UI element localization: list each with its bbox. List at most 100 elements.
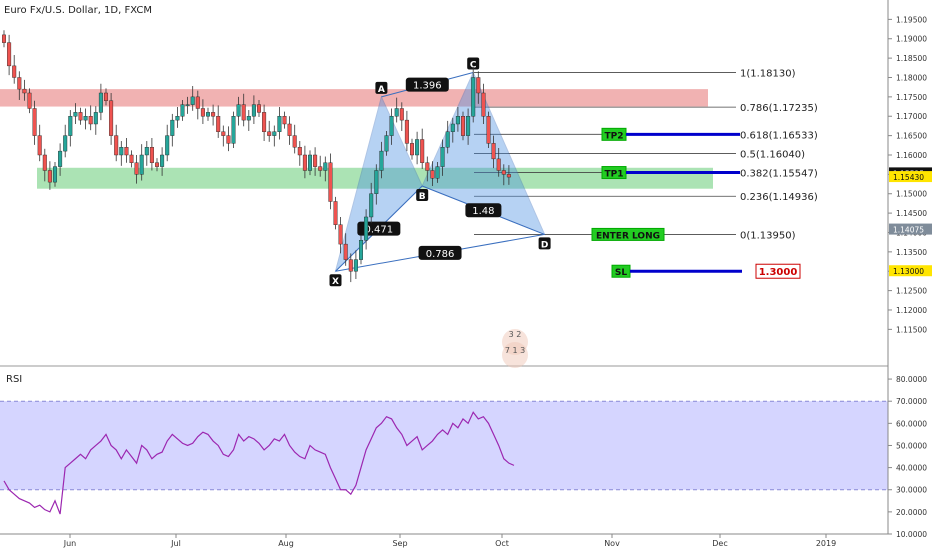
- pattern-point-B: B: [419, 192, 426, 202]
- sl-label: SL: [615, 268, 627, 278]
- y-tick-label: 1.19500: [896, 15, 927, 24]
- candle-down: [506, 174, 511, 178]
- y-tick-label: 1.13500: [896, 248, 927, 257]
- price-tag: 1.14075: [893, 226, 924, 235]
- y-tick-label: 1.16500: [896, 132, 927, 141]
- candle-down: [491, 143, 496, 160]
- right-axis: 1.19500 1.19000 1.18500 1.18000 1.17500 1.170…: [887, 0, 932, 550]
- candle-up: [277, 116, 282, 132]
- candle-up: [175, 116, 180, 121]
- fib-label: 0.786(1.17235): [740, 103, 818, 114]
- candle-up: [384, 135, 389, 152]
- logo-text-bottom: 7 1 3: [505, 346, 525, 355]
- candle-down: [486, 116, 491, 144]
- candle-up: [236, 104, 241, 117]
- candle-up: [359, 240, 364, 260]
- ratio-bg: [418, 245, 462, 260]
- candle-down: [302, 154, 307, 171]
- pattern-point-bg: [538, 237, 551, 250]
- candle-down: [154, 162, 159, 167]
- candle-up: [379, 150, 384, 171]
- candle-down: [420, 139, 425, 163]
- fib-label: 0.382(1.15547): [740, 169, 818, 180]
- pattern-point-bg: [375, 81, 388, 94]
- candle-up: [231, 116, 236, 144]
- x-tick-label: Oct: [495, 539, 509, 548]
- price-tag: 1.15430: [893, 173, 924, 182]
- candle-up: [144, 147, 149, 156]
- y-tick-label: 1.12500: [896, 287, 927, 296]
- candle-down: [481, 92, 486, 117]
- candle-down: [129, 154, 134, 163]
- candle-up: [246, 116, 251, 121]
- candle-down: [88, 116, 93, 125]
- candle-up: [364, 216, 369, 241]
- rsi-panel: RSI: [0, 374, 888, 515]
- harmonic-pattern: X A B C D 0.471 1.396 0.786 1.48: [329, 57, 551, 287]
- bottom-axis: Jun Jul Aug Sep Oct Nov Dec 2019: [0, 533, 888, 548]
- y-tick-label: 1.18000: [896, 73, 927, 82]
- candle-up: [455, 116, 460, 125]
- candle-up: [323, 162, 328, 171]
- ratio-bg: [405, 77, 449, 92]
- candle-down: [2, 34, 6, 43]
- x-tick-label: Aug: [278, 539, 294, 548]
- y-tick-label: 1.18500: [896, 54, 927, 63]
- y-tick-label: 1.17500: [896, 93, 927, 102]
- tp1-label: TP1: [605, 170, 624, 180]
- candle-up: [394, 108, 399, 117]
- candle-down: [114, 135, 119, 156]
- pattern-point-C: C: [470, 60, 477, 70]
- y-tick-label: 1.12000: [896, 306, 927, 315]
- zone-resistance: [0, 89, 708, 107]
- logo-text-top: 3 2: [509, 330, 522, 339]
- candle-down: [461, 116, 466, 136]
- candle-down: [241, 104, 246, 121]
- candle-up: [272, 131, 277, 136]
- candle-down: [221, 131, 226, 136]
- rsi-tick-label: 10.0000: [896, 530, 927, 539]
- candle-down: [410, 143, 415, 156]
- candle-up: [185, 104, 190, 106]
- candle-up: [58, 150, 63, 167]
- x-tick-label: Jun: [63, 539, 77, 548]
- annotations: TP2 TP1 ENTER LONG SL 1.3000: [591, 127, 801, 279]
- candle-down: [430, 170, 435, 179]
- candle-up: [450, 123, 455, 132]
- candle-down: [262, 112, 267, 132]
- pattern-point-bg: [329, 274, 342, 287]
- x-tick-label: Jul: [170, 539, 181, 548]
- x-tick-label: Dec: [712, 539, 727, 548]
- candle-up: [445, 131, 450, 148]
- enter-long-bg: [591, 227, 665, 241]
- pattern-point-X: X: [332, 277, 339, 287]
- pattern-point-A: A: [378, 85, 385, 95]
- candle-down: [7, 42, 12, 67]
- ratio-label: 0.786: [426, 249, 455, 260]
- fib-label: 0.618(1.16533): [740, 130, 818, 141]
- x-tick-label: Sep: [392, 539, 407, 548]
- candles[interactable]: [2, 30, 511, 283]
- candle-up: [119, 147, 124, 156]
- candle-up: [353, 259, 358, 272]
- sl-price: 1.3000: [759, 267, 798, 278]
- pattern-point-bg: [467, 57, 480, 70]
- pattern-point-bg: [416, 188, 429, 201]
- candle-down: [287, 123, 292, 136]
- candle-down: [226, 135, 231, 144]
- candle-down: [37, 135, 42, 156]
- candle-down: [404, 119, 409, 144]
- candle-down: [211, 112, 216, 117]
- candle-up: [435, 166, 440, 179]
- candle-up: [63, 135, 68, 152]
- rsi-tick-label: 20.0000: [896, 508, 927, 517]
- rsi-tick-label: 50.0000: [896, 441, 927, 450]
- candle-up: [466, 116, 471, 136]
- fib-label: 0(1.13950): [740, 230, 796, 241]
- ratio-label: 1.396: [413, 81, 442, 92]
- candle-up: [180, 104, 185, 117]
- price-tag-bg: [889, 223, 932, 235]
- candle-down: [200, 108, 205, 117]
- candle-down: [313, 154, 318, 167]
- candle-down: [338, 224, 343, 245]
